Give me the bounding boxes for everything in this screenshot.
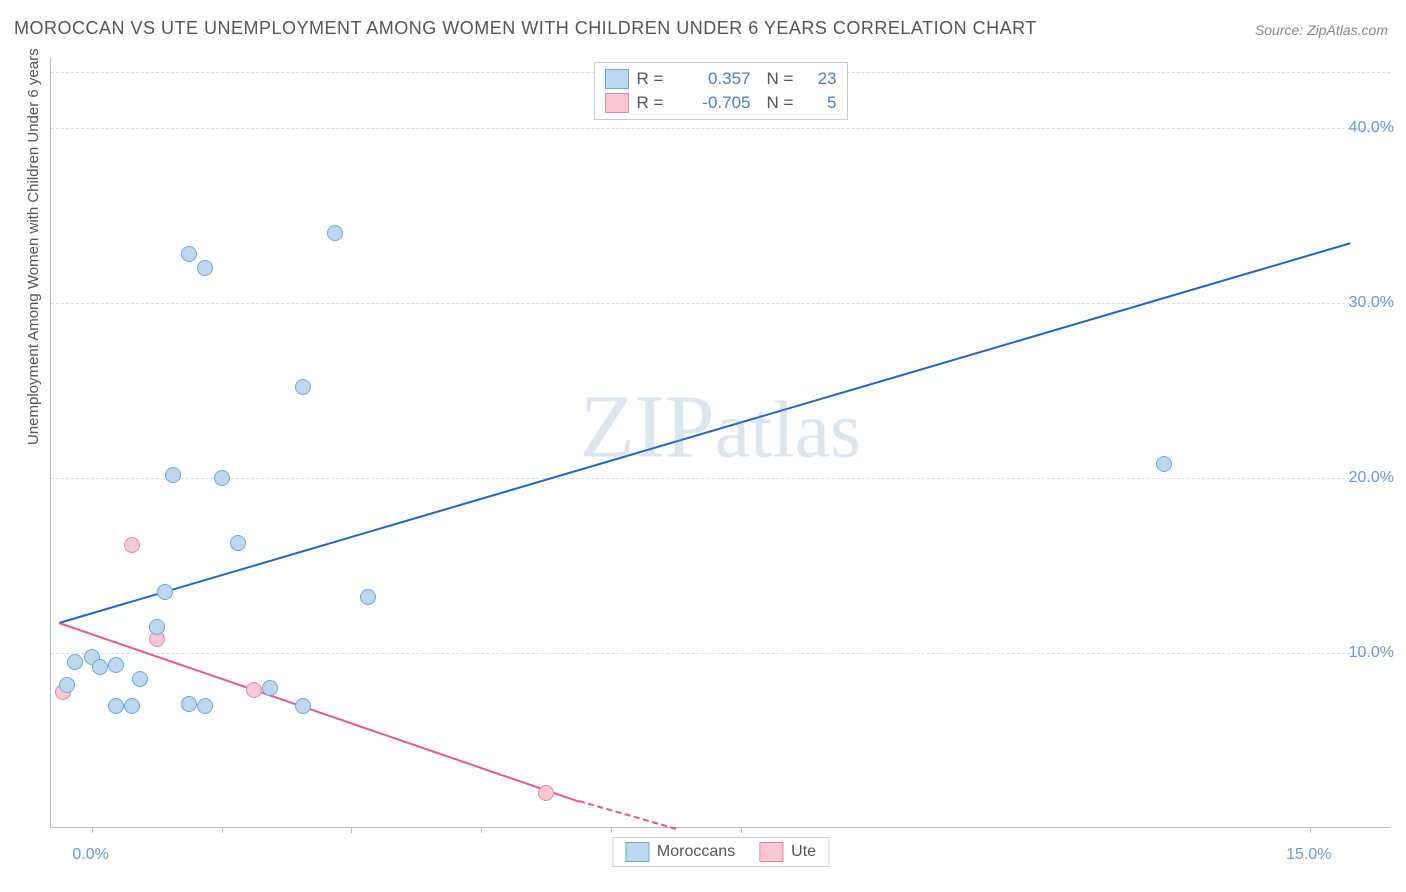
data-point-moroccans bbox=[181, 246, 197, 262]
data-point-moroccans bbox=[165, 467, 181, 483]
data-point-moroccans bbox=[214, 470, 230, 486]
x-tick-mark bbox=[481, 827, 482, 833]
data-point-moroccans bbox=[108, 698, 124, 714]
data-point-ute bbox=[124, 537, 140, 553]
data-point-moroccans bbox=[132, 671, 148, 687]
x-tick-mark bbox=[92, 827, 93, 833]
x-tick-mark bbox=[351, 827, 352, 833]
data-point-moroccans bbox=[295, 698, 311, 714]
y-axis-label: Unemployment Among Women with Children U… bbox=[25, 48, 42, 445]
x-tick-mark bbox=[611, 827, 612, 833]
x-tick-mark bbox=[1310, 827, 1311, 833]
legend-label-moroccans: Moroccans bbox=[657, 843, 735, 861]
gridline bbox=[51, 303, 1390, 304]
swatch-ute-icon bbox=[605, 93, 629, 113]
data-point-ute bbox=[538, 785, 554, 801]
n-value-moroccans: 23 bbox=[807, 69, 837, 89]
source-attribution: Source: ZipAtlas.com bbox=[1255, 22, 1388, 38]
gridline bbox=[51, 478, 1390, 479]
data-point-moroccans bbox=[149, 619, 165, 635]
legend-item-moroccans: Moroccans bbox=[625, 842, 735, 862]
x-tick-label: 0.0% bbox=[72, 846, 108, 864]
n-label: N = bbox=[767, 93, 799, 113]
swatch-moroccans-icon bbox=[625, 842, 649, 862]
swatch-moroccans-icon bbox=[605, 69, 629, 89]
y-tick-label: 10.0% bbox=[1349, 644, 1394, 662]
r-label: R = bbox=[637, 69, 673, 89]
r-value-moroccans: 0.357 bbox=[681, 69, 751, 89]
data-point-moroccans bbox=[327, 225, 343, 241]
gridline bbox=[51, 128, 1390, 129]
data-point-moroccans bbox=[124, 698, 140, 714]
n-label: N = bbox=[767, 69, 799, 89]
data-point-moroccans bbox=[230, 535, 246, 551]
legend-label-ute: Ute bbox=[791, 843, 816, 861]
x-tick-label: 15.0% bbox=[1286, 846, 1331, 864]
gridline bbox=[51, 653, 1390, 654]
trendline-dashed bbox=[579, 800, 677, 830]
data-point-moroccans bbox=[59, 677, 75, 693]
legend-row-moroccans: R = 0.357 N = 23 bbox=[605, 67, 837, 91]
data-point-moroccans bbox=[197, 260, 213, 276]
data-point-moroccans bbox=[295, 379, 311, 395]
data-point-moroccans bbox=[108, 657, 124, 673]
y-tick-label: 40.0% bbox=[1349, 119, 1394, 137]
y-tick-label: 20.0% bbox=[1349, 469, 1394, 487]
legend-row-ute: R = -0.705 N = 5 bbox=[605, 91, 837, 115]
data-point-ute bbox=[246, 682, 262, 698]
correlation-legend: R = 0.357 N = 23 R = -0.705 N = 5 bbox=[594, 62, 848, 120]
data-point-moroccans bbox=[262, 680, 278, 696]
r-label: R = bbox=[637, 93, 673, 113]
r-value-ute: -0.705 bbox=[681, 93, 751, 113]
data-point-moroccans bbox=[92, 659, 108, 675]
data-point-moroccans bbox=[181, 696, 197, 712]
chart-title: MOROCCAN VS UTE UNEMPLOYMENT AMONG WOMEN… bbox=[14, 18, 1037, 39]
series-legend: Moroccans Ute bbox=[612, 837, 829, 867]
legend-item-ute: Ute bbox=[759, 842, 816, 862]
plot-area: ZIPatlas R = 0.357 N = 23 R = -0.705 N =… bbox=[50, 58, 1390, 828]
swatch-ute-icon bbox=[759, 842, 783, 862]
data-point-moroccans bbox=[360, 589, 376, 605]
x-tick-mark bbox=[222, 827, 223, 833]
x-tick-mark bbox=[741, 827, 742, 833]
n-value-ute: 5 bbox=[807, 93, 837, 113]
trendline bbox=[59, 242, 1351, 624]
data-point-moroccans bbox=[1156, 456, 1172, 472]
data-point-moroccans bbox=[197, 698, 213, 714]
y-tick-label: 30.0% bbox=[1349, 294, 1394, 312]
data-point-moroccans bbox=[67, 654, 83, 670]
data-point-moroccans bbox=[157, 584, 173, 600]
